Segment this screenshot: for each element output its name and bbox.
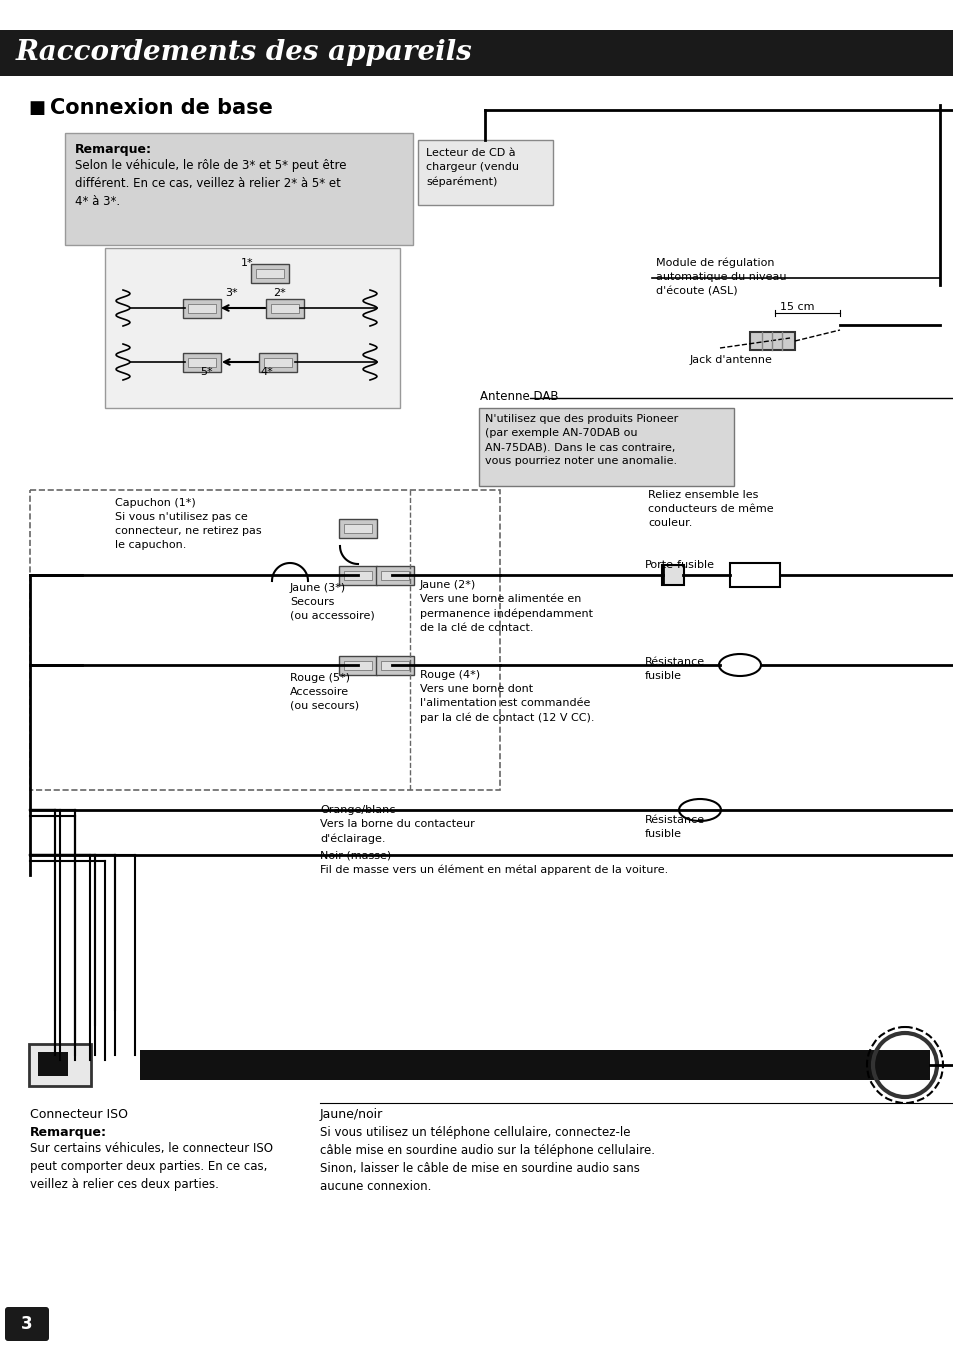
Text: Remarque:: Remarque: xyxy=(75,144,152,156)
Text: 3*: 3* xyxy=(225,289,237,298)
FancyBboxPatch shape xyxy=(729,562,780,587)
Text: Capuchon (1*)
Si vous n'utilisez pas ce
connecteur, ne retirez pas
le capuchon.: Capuchon (1*) Si vous n'utilisez pas ce … xyxy=(115,499,261,550)
FancyBboxPatch shape xyxy=(5,1308,49,1341)
FancyBboxPatch shape xyxy=(338,519,376,538)
Text: ■: ■ xyxy=(28,99,45,117)
FancyBboxPatch shape xyxy=(264,358,292,366)
FancyBboxPatch shape xyxy=(380,570,409,580)
FancyBboxPatch shape xyxy=(188,304,215,313)
Text: Connecteur ISO: Connecteur ISO xyxy=(30,1108,128,1121)
FancyBboxPatch shape xyxy=(417,140,553,205)
FancyBboxPatch shape xyxy=(338,656,376,675)
Text: Porte-fusible: Porte-fusible xyxy=(644,560,714,570)
Text: Jack d'antenne: Jack d'antenne xyxy=(689,355,772,364)
Text: 5*: 5* xyxy=(200,367,213,377)
FancyBboxPatch shape xyxy=(29,1043,91,1085)
FancyBboxPatch shape xyxy=(749,332,794,350)
Text: Accessoire
(ou secours): Accessoire (ou secours) xyxy=(290,687,358,711)
FancyBboxPatch shape xyxy=(344,570,372,580)
FancyBboxPatch shape xyxy=(251,263,289,282)
Text: Secours
(ou accessoire): Secours (ou accessoire) xyxy=(290,598,375,621)
FancyBboxPatch shape xyxy=(271,304,298,313)
Text: Résistance
fusible: Résistance fusible xyxy=(644,814,704,839)
FancyBboxPatch shape xyxy=(338,565,376,584)
Text: Résistance
fusible: Résistance fusible xyxy=(644,657,704,682)
Text: Jaune/noir: Jaune/noir xyxy=(319,1108,383,1121)
FancyBboxPatch shape xyxy=(255,268,284,278)
FancyBboxPatch shape xyxy=(188,358,215,366)
Text: Noir (masse)
Fil de masse vers un élément en métal apparent de la voiture.: Noir (masse) Fil de masse vers un élémen… xyxy=(319,850,667,875)
Text: 1*: 1* xyxy=(241,257,253,268)
FancyBboxPatch shape xyxy=(105,248,399,408)
FancyBboxPatch shape xyxy=(65,133,413,245)
Text: Connexion de base: Connexion de base xyxy=(50,98,273,118)
FancyBboxPatch shape xyxy=(661,565,683,585)
Text: 15 cm: 15 cm xyxy=(780,302,814,312)
FancyBboxPatch shape xyxy=(344,660,372,669)
Text: Antenne DAB: Antenne DAB xyxy=(479,390,558,402)
Text: Orange/blanc
Vers la borne du contacteur
d'éclairage.: Orange/blanc Vers la borne du contacteur… xyxy=(319,805,475,844)
Text: Reliez ensemble les
conducteurs de même
couleur.: Reliez ensemble les conducteurs de même … xyxy=(647,491,773,528)
FancyBboxPatch shape xyxy=(183,352,221,371)
FancyBboxPatch shape xyxy=(344,523,372,533)
FancyBboxPatch shape xyxy=(375,565,414,584)
Text: Jaune (2*)
Vers une borne alimentée en
permanence indépendamment
de la clé de co: Jaune (2*) Vers une borne alimentée en p… xyxy=(419,580,593,633)
FancyBboxPatch shape xyxy=(380,660,409,669)
FancyBboxPatch shape xyxy=(266,298,304,317)
FancyBboxPatch shape xyxy=(183,298,221,317)
Text: Lecteur de CD à
chargeur (vendu
séparément): Lecteur de CD à chargeur (vendu séparéme… xyxy=(426,148,518,187)
FancyBboxPatch shape xyxy=(38,1051,68,1076)
Text: N'utilisez que des produits Pioneer
(par exemple AN-70DAB ou
AN-75DAB). Dans le : N'utilisez que des produits Pioneer (par… xyxy=(484,415,678,466)
Text: Jaune (3*): Jaune (3*) xyxy=(290,583,346,593)
Text: Sur certains véhicules, le connecteur ISO
peut comporter deux parties. En ce cas: Sur certains véhicules, le connecteur IS… xyxy=(30,1142,273,1191)
Text: Si vous utilisez un téléphone cellulaire, connectez-le
câble mise en sourdine au: Si vous utilisez un téléphone cellulaire… xyxy=(319,1126,655,1192)
Text: 2*: 2* xyxy=(273,289,286,298)
FancyBboxPatch shape xyxy=(375,656,414,675)
Text: Remarque:: Remarque: xyxy=(30,1126,107,1140)
Text: Selon le véhicule, le rôle de 3* et 5* peut être
différent. En ce cas, veillez à: Selon le véhicule, le rôle de 3* et 5* p… xyxy=(75,159,346,209)
FancyBboxPatch shape xyxy=(140,1050,929,1080)
Ellipse shape xyxy=(679,799,720,821)
Text: Module de régulation
automatique du niveau
d'écoute (ASL): Module de régulation automatique du nive… xyxy=(656,257,785,297)
Text: 3: 3 xyxy=(21,1314,32,1333)
Text: Rouge (5*): Rouge (5*) xyxy=(290,673,350,683)
Text: Raccordements des appareils: Raccordements des appareils xyxy=(16,39,473,66)
Ellipse shape xyxy=(719,654,760,676)
Text: 4*: 4* xyxy=(260,367,273,377)
Text: Rouge (4*)
Vers une borne dont
l'alimentation est commandée
par la clé de contac: Rouge (4*) Vers une borne dont l'aliment… xyxy=(419,669,594,722)
FancyBboxPatch shape xyxy=(258,352,296,371)
FancyBboxPatch shape xyxy=(478,408,733,486)
FancyBboxPatch shape xyxy=(0,30,953,76)
